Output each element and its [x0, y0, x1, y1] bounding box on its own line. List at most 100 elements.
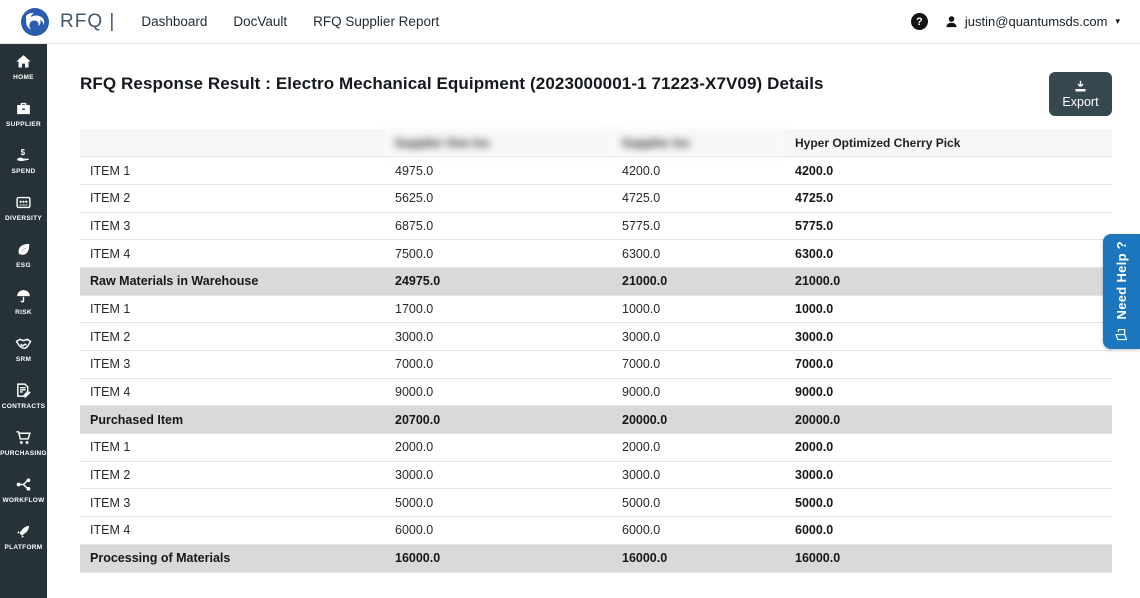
- value-cell: 2000.0: [395, 440, 434, 455]
- chevron-down-icon: ▾: [1115, 16, 1120, 26]
- user-email: justin@quantumsds.com: [964, 14, 1108, 29]
- summary-label-cell: Raw Materials in Warehouse: [90, 274, 259, 289]
- value-cell: 2000.0: [622, 440, 661, 455]
- item-label-cell: ITEM 2: [90, 468, 131, 483]
- sidebar-item-srm[interactable]: SRM: [0, 335, 47, 381]
- value-cell: 3000.0: [622, 329, 661, 344]
- value-cell: 3000.0: [622, 468, 661, 483]
- value-cell: 5775.0: [795, 218, 834, 233]
- value-cell: 1000.0: [795, 301, 834, 316]
- sidebar-item-supplier[interactable]: SUPPLIER: [0, 100, 47, 146]
- value-cell: 7000.0: [395, 357, 434, 372]
- value-cell: 6300.0: [795, 246, 834, 261]
- page-title: RFQ Response Result : Electro Mechanical…: [80, 74, 824, 93]
- summary-row: Raw Materials in Warehouse 24975.0 21000.0…: [80, 267, 1112, 296]
- sidebar-item-contracts[interactable]: CONTRACTS: [0, 382, 47, 428]
- value-cell: 1700.0: [395, 301, 434, 316]
- table-row: ITEM 4 7500.0 6300.0 6300.0: [80, 240, 1112, 268]
- svg-text:$: $: [21, 148, 26, 157]
- contract-pen-icon: [17, 383, 31, 398]
- app-logo[interactable]: RFQ |: [20, 7, 115, 37]
- value-cell: 1000.0: [622, 301, 661, 316]
- need-help-tab[interactable]: Need Help ?: [1103, 234, 1140, 349]
- value-cell: 7000.0: [795, 357, 834, 372]
- table-row: ITEM 4 6000.0 6000.0 6000.0: [80, 517, 1112, 545]
- column-header-item: [80, 129, 385, 158]
- nav-link-docvault[interactable]: DocVault: [233, 14, 288, 29]
- item-label-cell: ITEM 2: [90, 191, 131, 206]
- user-icon: [946, 16, 957, 28]
- value-cell: 3000.0: [395, 468, 434, 483]
- table-row: ITEM 3 6875.0 5775.0 5775.0: [80, 212, 1112, 240]
- cart-icon: [16, 431, 31, 444]
- value-cell: 6875.0: [395, 218, 434, 233]
- briefcase-icon: [17, 102, 30, 115]
- sidebar-item-purchasing[interactable]: PURCHASING: [0, 429, 47, 475]
- column-header-cherry-pick: Hyper Optimized Cherry Pick: [785, 129, 1112, 158]
- table-row: ITEM 3 7000.0 7000.0 7000.0: [80, 351, 1112, 379]
- item-label-cell: ITEM 3: [90, 357, 131, 372]
- sidebar-item-diversity[interactable]: DIVERSITY: [0, 194, 47, 240]
- item-label-cell: ITEM 4: [90, 246, 131, 261]
- export-button-label: Export: [1062, 94, 1099, 109]
- sidebar-item-spend[interactable]: $ SPEND: [11, 147, 36, 175]
- value-cell: 4725.0: [795, 191, 834, 206]
- value-cell: 2000.0: [795, 440, 834, 455]
- value-cell: 3000.0: [395, 329, 434, 344]
- item-label-cell: ITEM 2: [90, 329, 131, 344]
- need-help-label: Need Help ?: [1114, 240, 1129, 320]
- value-cell: 5625.0: [395, 191, 434, 206]
- left-sidebar: HOME SUPPLIER $ SPEND DIVERSITY ESG RISK…: [0, 44, 47, 598]
- table-row: ITEM 1 1700.0 1000.0 1000.0: [80, 295, 1112, 323]
- value-cell: 5000.0: [622, 495, 661, 510]
- home-icon: [16, 55, 31, 68]
- item-label-cell: ITEM 4: [90, 523, 131, 538]
- value-cell: 3000.0: [795, 468, 834, 483]
- export-button[interactable]: Export: [1049, 72, 1112, 116]
- value-cell: 9000.0: [795, 385, 834, 400]
- nav-links: Dashboard DocVault RFQ Supplier Report: [141, 14, 439, 29]
- workflow-nodes-icon: [16, 478, 31, 491]
- column-header-supplier-2-redacted: Supplier Inc: [612, 129, 785, 158]
- feedback-icon: [1115, 329, 1128, 341]
- item-label-cell: ITEM 3: [90, 495, 131, 510]
- nav-link-rfq-supplier-report[interactable]: RFQ Supplier Report: [313, 14, 440, 29]
- table-header-row: Supplier One Inc Supplier Inc Hyper Opti…: [80, 129, 1112, 158]
- sidebar-item-esg[interactable]: ESG: [0, 241, 47, 287]
- value-cell: 9000.0: [395, 385, 434, 400]
- summary-row: Processing of Materials 16000.0 16000.0 160…: [80, 544, 1112, 572]
- sidebar-item-risk[interactable]: RISK: [0, 288, 47, 334]
- summary-row: Purchased Item 20700.0 20000.0 20000.0: [80, 405, 1112, 434]
- sidebar-item-workflow[interactable]: WORKFLOW: [0, 476, 47, 522]
- main-content: RFQ Response Result : Electro Mechanical…: [47, 44, 1140, 598]
- item-label-cell: ITEM 1: [90, 163, 131, 178]
- item-label-cell: ITEM 3: [90, 218, 131, 233]
- value-cell: 6300.0: [622, 246, 661, 261]
- help-icon[interactable]: ?: [910, 13, 928, 30]
- table-row: ITEM 2 5625.0 4725.0 4725.0: [80, 184, 1112, 213]
- value-cell: 5000.0: [395, 495, 434, 510]
- value-cell: 16000.0: [622, 551, 668, 566]
- value-cell: 4725.0: [622, 191, 661, 206]
- brand-text: RFQ |: [60, 10, 116, 32]
- value-cell: 4200.0: [795, 163, 834, 178]
- value-cell: 4975.0: [395, 163, 434, 178]
- value-cell: 6000.0: [795, 523, 834, 538]
- value-cell: 7000.0: [622, 357, 661, 372]
- title-row: RFQ Response Result : Electro Mechanical…: [80, 72, 1112, 116]
- sidebar-item-platform[interactable]: PLATFORM: [0, 523, 47, 569]
- value-cell: 20700.0: [395, 412, 441, 427]
- item-label-cell: ITEM 4: [90, 385, 131, 400]
- column-header-supplier-1-redacted: Supplier One Inc: [385, 129, 612, 158]
- umbrella-icon: [17, 290, 30, 303]
- value-cell: 16000.0: [395, 551, 441, 566]
- value-cell: 5775.0: [622, 218, 661, 233]
- nav-link-dashboard[interactable]: Dashboard: [141, 14, 208, 29]
- item-label-cell: ITEM 1: [90, 301, 131, 316]
- download-icon: [1075, 80, 1086, 91]
- table-row: ITEM 4 9000.0 9000.0 9000.0: [80, 378, 1112, 406]
- sidebar-item-home[interactable]: HOME: [0, 53, 47, 99]
- user-menu[interactable]: justin@quantumsds.com ▾: [944, 14, 1120, 29]
- value-cell: 20000.0: [622, 412, 668, 427]
- results-table: Supplier One Inc Supplier Inc Hyper Opti…: [80, 129, 1112, 573]
